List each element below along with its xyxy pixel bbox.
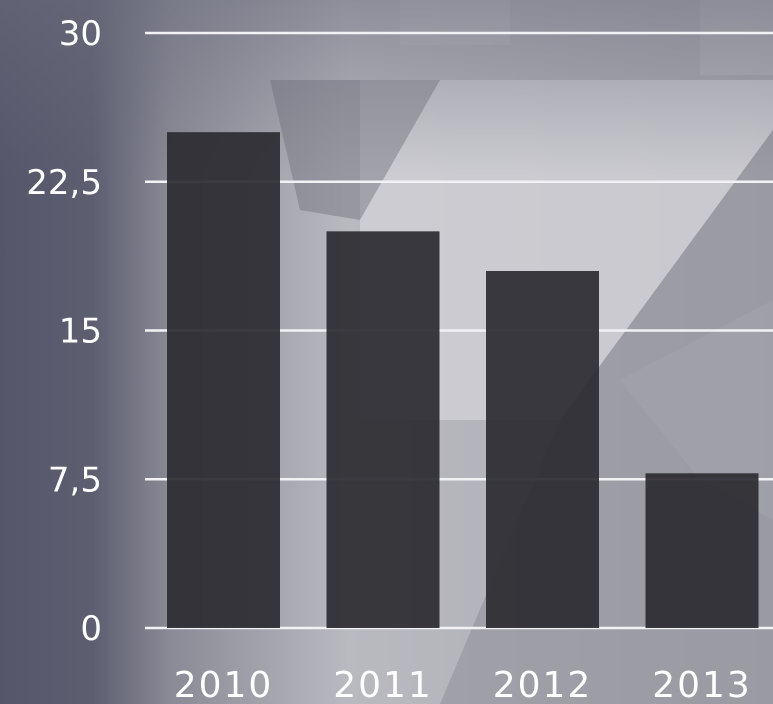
bar-2010 xyxy=(167,132,280,628)
x-category-label: 2013 xyxy=(652,665,752,704)
y-tick-label: 22,5 xyxy=(26,163,102,203)
x-category-label: 2012 xyxy=(493,665,593,704)
x-category-label: 2011 xyxy=(333,665,433,704)
y-tick-label: 7,5 xyxy=(48,460,102,500)
y-tick-label: 0 xyxy=(80,609,102,649)
y-tick-label: 15 xyxy=(59,312,102,352)
bar-2011 xyxy=(326,231,440,629)
bar-2013 xyxy=(645,473,759,628)
y-tick-label: 30 xyxy=(59,14,102,54)
x-category-label: 2010 xyxy=(174,665,274,704)
bars xyxy=(167,132,759,629)
x-axis-categories: 2010 2011 2012 2013 xyxy=(174,665,752,704)
bar-2012 xyxy=(486,271,599,628)
y-axis-ticks: 0 7,5 15 22,5 30 xyxy=(26,14,102,649)
